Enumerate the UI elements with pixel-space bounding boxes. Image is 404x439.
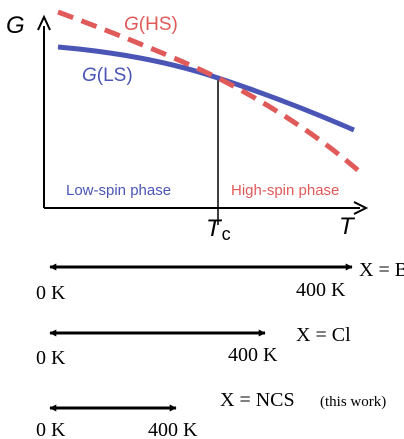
range-start-label-ncs: 0 K bbox=[36, 419, 66, 439]
range-end-label-br: 400 K bbox=[296, 279, 346, 301]
range-end-label-ncs: 400 K bbox=[148, 419, 198, 439]
y-axis-arrowhead bbox=[37, 14, 51, 31]
x-axis-label: T bbox=[339, 213, 356, 240]
range-row-ncs: X = NCS (this work) 0 K 400 K bbox=[36, 389, 386, 439]
x-axis-arrowhead bbox=[353, 201, 369, 215]
range-x-label-br: X = Br bbox=[359, 259, 404, 281]
low-spin-region-label: Low-spin phase bbox=[66, 182, 171, 199]
ls-curve bbox=[57, 44, 355, 133]
ls-curve-label: G(LS) bbox=[82, 65, 133, 86]
tc-label-main: T bbox=[206, 215, 223, 242]
range-x-label-ncs: X = NCS bbox=[220, 389, 295, 411]
ls-label-g: G bbox=[82, 65, 97, 86]
range-start-label-br: 0 K bbox=[36, 282, 66, 304]
hs-curve bbox=[57, 9, 362, 174]
range-x-label-cl: X = Cl bbox=[296, 324, 351, 346]
gibbs-energy-plot: G T Tc G(HS) G(LS) Low-spin phase High-s… bbox=[6, 9, 369, 244]
tc-label-sub: c bbox=[222, 224, 231, 244]
range-start-label-cl: 0 K bbox=[36, 347, 66, 369]
range-end-label-cl: 400 K bbox=[228, 344, 278, 366]
hs-curve-label: G(HS) bbox=[124, 14, 178, 35]
high-spin-region-label: High-spin phase bbox=[231, 182, 339, 199]
y-axis-label: G bbox=[6, 12, 25, 39]
range-row-cl: X = Cl 0 K 400 K bbox=[36, 324, 351, 369]
range-note-ncs: (this work) bbox=[320, 394, 386, 410]
hs-label-g: G bbox=[124, 14, 139, 35]
range-row-br: X = Br 0 K 400 K bbox=[36, 259, 404, 304]
ls-label-tag: (LS) bbox=[97, 65, 133, 86]
hs-label-tag: (HS) bbox=[139, 14, 178, 35]
tc-label: Tc bbox=[206, 215, 231, 244]
